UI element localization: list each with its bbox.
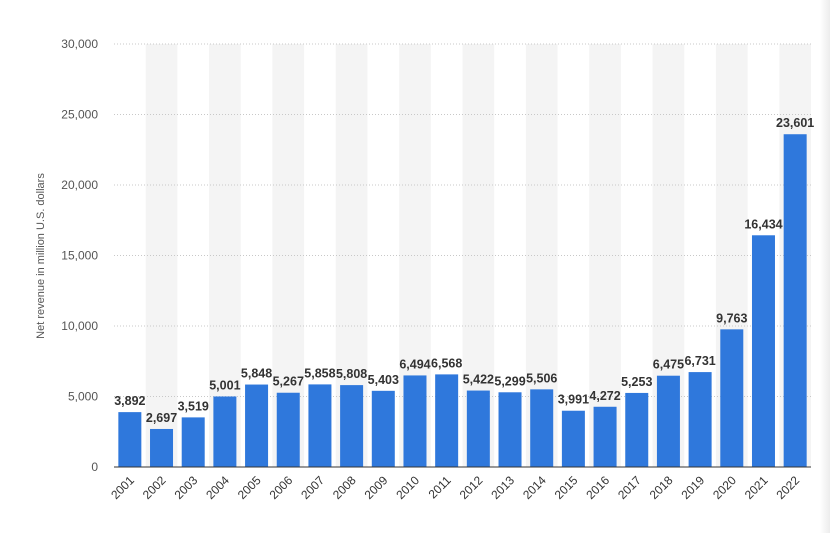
x-tick-label: 2016: [583, 473, 612, 502]
x-tick-label: 2006: [267, 473, 296, 502]
bar-2022[interactable]: [783, 134, 807, 468]
bar-2014[interactable]: [530, 389, 554, 467]
data-label-2021: 16,434: [744, 217, 782, 231]
x-axis-ticks: 2001 2002 2003 2004 2005 2006 2007 2008 2009 2010…: [108, 473, 802, 502]
bar-2019[interactable]: [688, 372, 712, 467]
bar-2009[interactable]: [371, 390, 395, 467]
bar-2012[interactable]: [466, 390, 490, 467]
gridlines: [114, 43, 811, 397]
x-tick-label: 2015: [552, 473, 581, 502]
data-label-2006: 5,267: [273, 375, 304, 389]
bar-2008[interactable]: [340, 385, 364, 467]
x-tick-label: 2004: [203, 473, 232, 502]
y-tick-label: 25,000: [61, 108, 98, 122]
x-tick-label: 2020: [710, 473, 739, 502]
data-label-2002: 2,697: [146, 411, 177, 425]
x-tick-label: 2021: [742, 473, 771, 502]
data-label-2015: 3,991: [558, 393, 589, 407]
data-label-2014: 5,506: [526, 371, 557, 385]
x-tick-label: 2019: [678, 473, 707, 502]
x-tick-label: 2008: [330, 473, 359, 502]
bar-2015[interactable]: [561, 410, 585, 467]
x-tick-label: 2010: [393, 473, 422, 502]
edge-shadow: [820, 0, 830, 533]
y-tick-label: 20,000: [61, 178, 98, 192]
y-tick-label: 15,000: [61, 249, 98, 263]
bar-2020[interactable]: [720, 329, 744, 467]
bar-2017[interactable]: [625, 392, 649, 467]
bar-2016[interactable]: [593, 406, 617, 467]
y-axis-label: Net revenue in million U.S. dollars: [35, 173, 47, 339]
y-tick-label: 0: [91, 460, 98, 474]
data-label-2020: 9,763: [716, 311, 747, 325]
x-tick-label: 2018: [647, 473, 676, 502]
bar-2005[interactable]: [245, 384, 269, 467]
bar-2007[interactable]: [308, 384, 332, 467]
x-tick-label: 2011: [426, 473, 454, 501]
x-tick-label: 2007: [298, 473, 327, 502]
y-tick-label: 10,000: [61, 319, 98, 333]
data-label-2007: 5,858: [304, 366, 335, 380]
data-label-2012: 5,422: [463, 373, 494, 387]
column-band: [589, 44, 621, 467]
x-tick-label: 2003: [172, 473, 201, 502]
data-label-2005: 5,848: [241, 367, 272, 381]
bar-2006[interactable]: [276, 392, 300, 467]
data-label-2004: 5,001: [209, 378, 240, 392]
bar-2004[interactable]: [213, 396, 237, 467]
x-tick-label: 2014: [520, 473, 549, 502]
x-tick-label: 2002: [140, 473, 169, 502]
bar-2013[interactable]: [498, 392, 522, 467]
bar-2018[interactable]: [656, 375, 680, 467]
x-tick-label: 2009: [362, 473, 391, 502]
data-label-2008: 5,808: [336, 367, 367, 381]
x-tick-label: 2001: [108, 473, 137, 502]
bar-2010[interactable]: [403, 375, 427, 467]
bar-2001[interactable]: [118, 412, 142, 467]
data-label-2010: 6,494: [399, 357, 430, 371]
data-label-2001: 3,892: [114, 394, 145, 408]
data-label-2019: 6,731: [684, 354, 715, 368]
y-tick-label: 5,000: [68, 390, 98, 404]
x-tick-label: 2017: [615, 473, 644, 502]
x-tick-label: 2005: [235, 473, 264, 502]
bars: [118, 134, 807, 468]
y-tick-label: 30,000: [61, 37, 98, 51]
x-tick-label: 2012: [457, 473, 486, 502]
data-label-2022: 23,601: [776, 116, 814, 130]
data-label-2018: 6,475: [653, 358, 684, 372]
y-axis-ticks: 0 5,000 10,000 15,000 20,000 25,000 30,000: [61, 37, 98, 474]
bar-2021[interactable]: [751, 235, 775, 467]
data-label-2003: 3,519: [178, 399, 209, 413]
data-label-2011: 6,568: [431, 356, 462, 370]
x-tick-label: 2013: [488, 473, 517, 502]
data-label-2009: 5,403: [368, 373, 399, 387]
x-tick-label: 2022: [773, 473, 802, 502]
data-label-2016: 4,272: [589, 389, 620, 403]
data-label-2013: 5,299: [494, 374, 525, 388]
bar-2003[interactable]: [181, 417, 205, 467]
data-label-2017: 5,253: [621, 375, 652, 389]
bar-2002[interactable]: [150, 428, 174, 467]
bar-2011[interactable]: [435, 374, 459, 467]
